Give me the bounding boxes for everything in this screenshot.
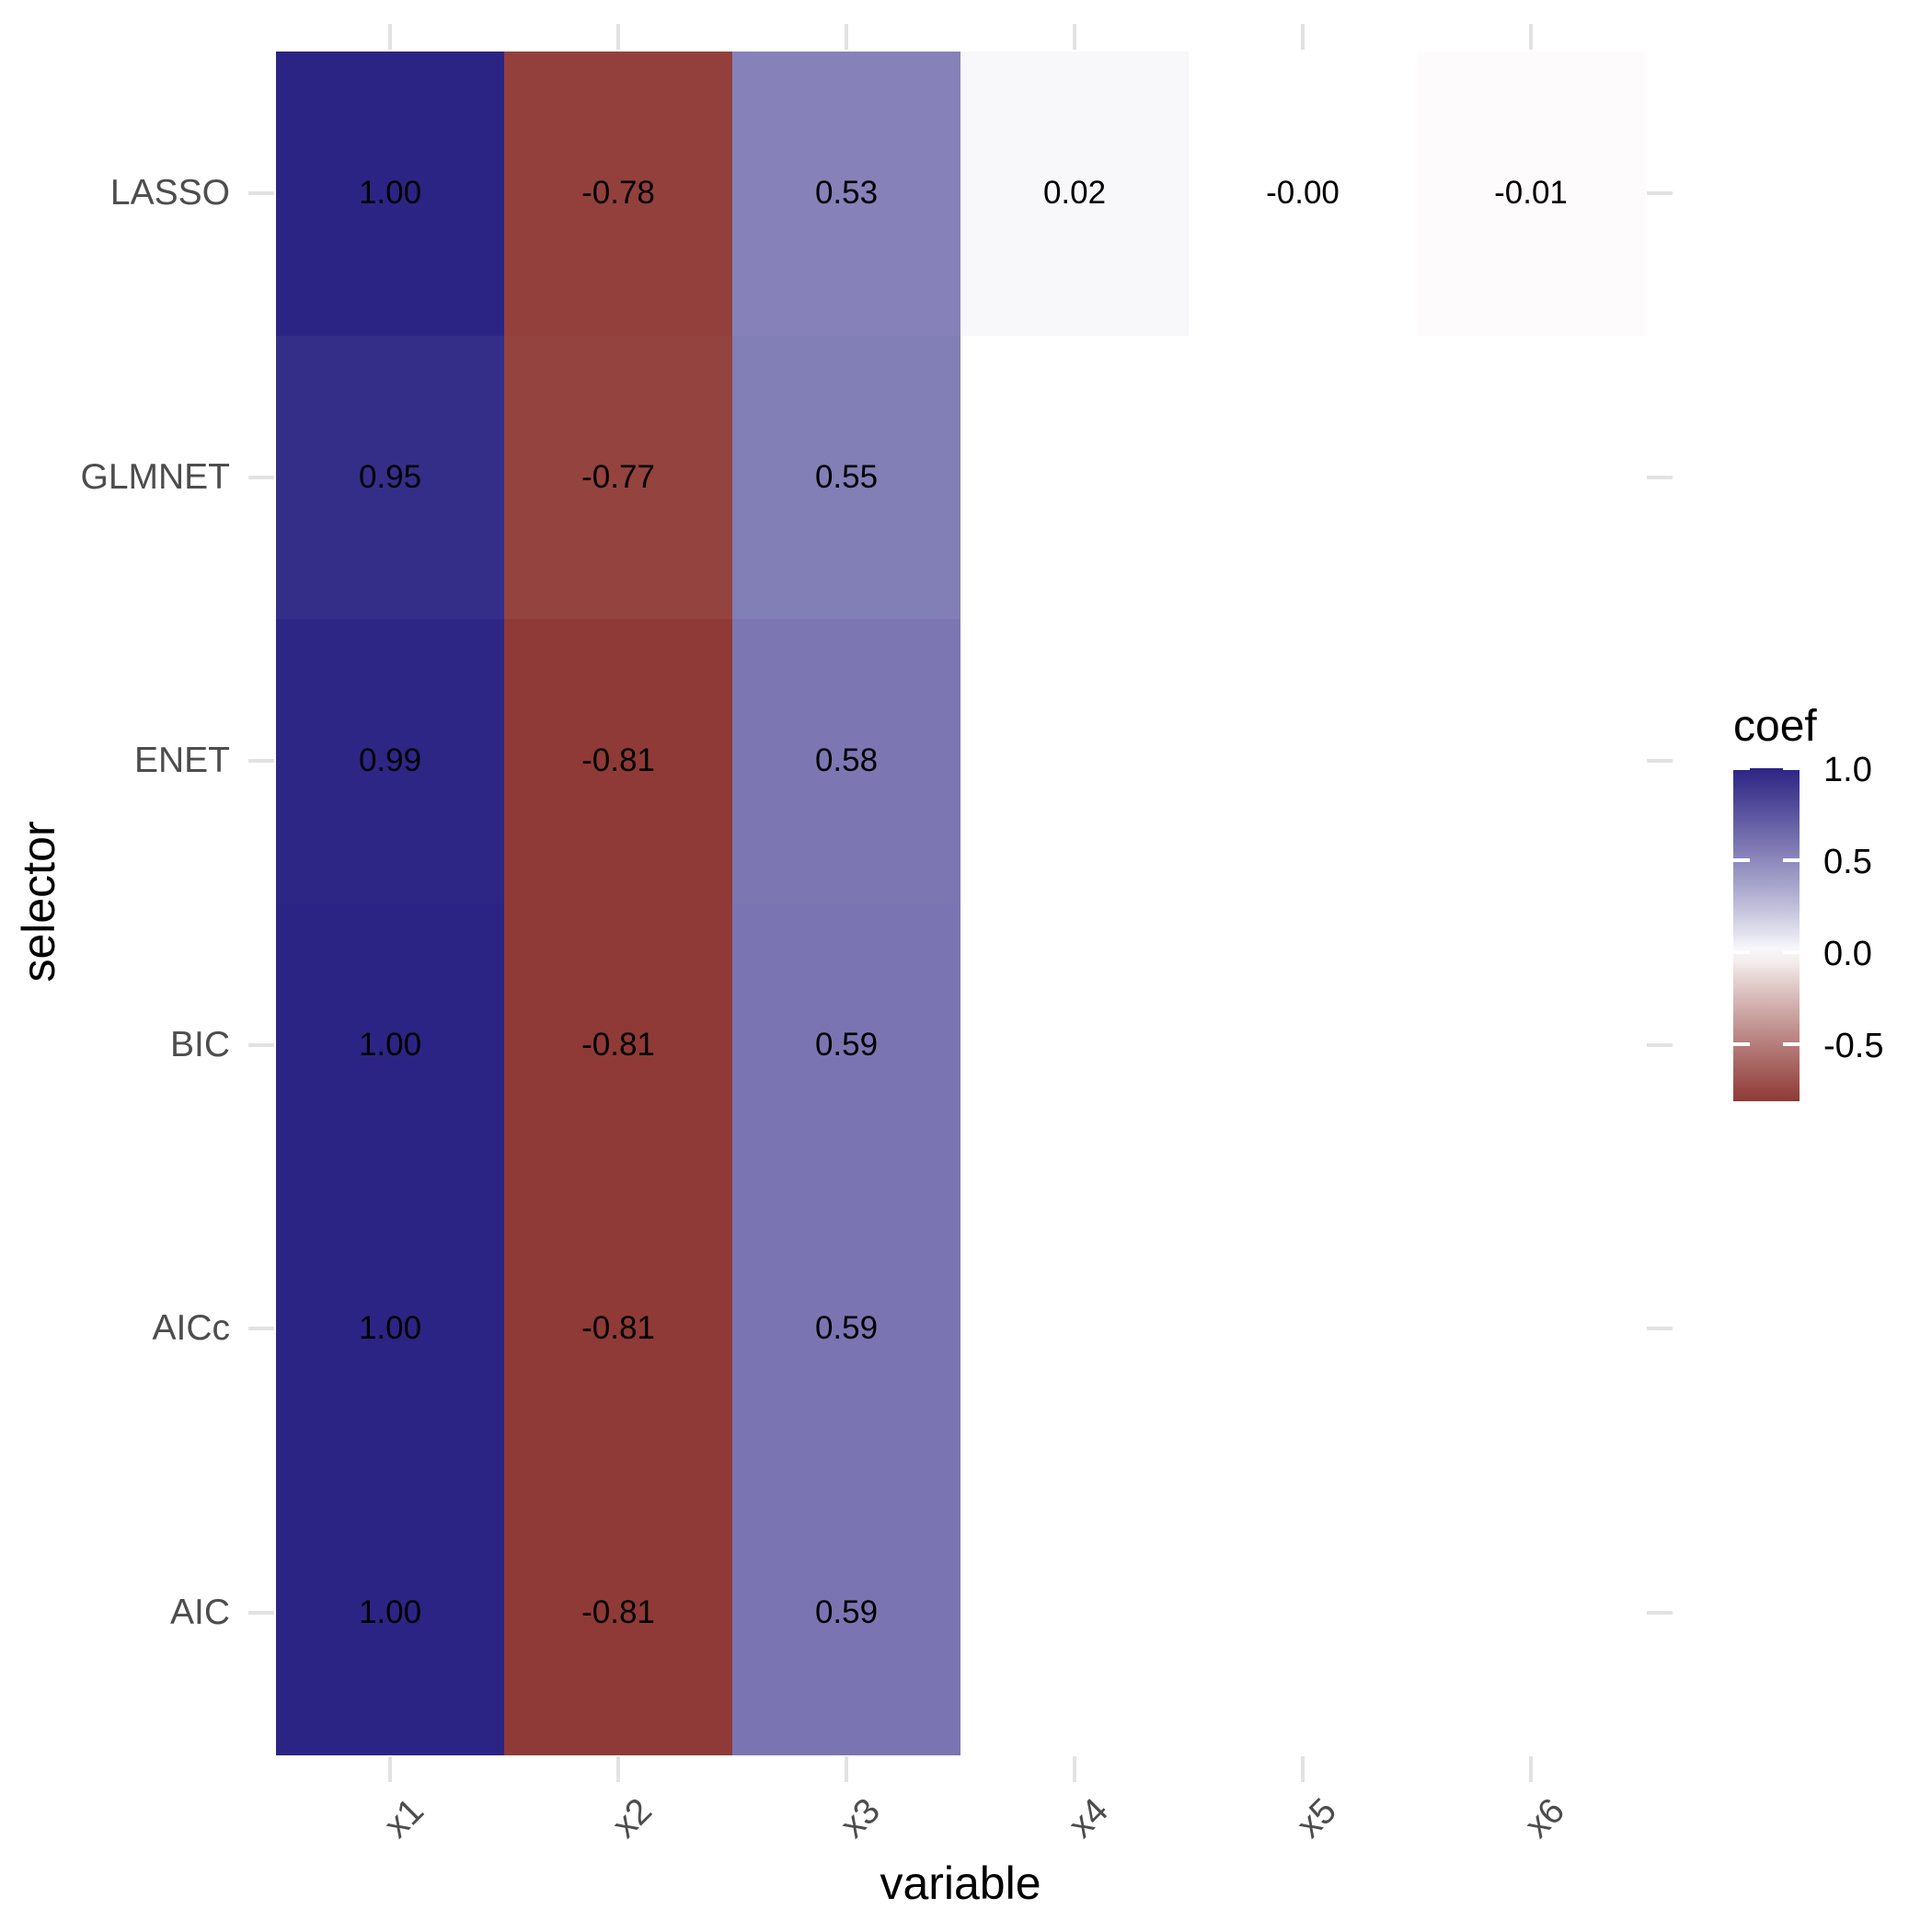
axis-tick-bottom xyxy=(388,1756,392,1782)
cell-value-label: 0.53 xyxy=(814,175,879,212)
cell-value-label: 0.59 xyxy=(814,1310,879,1347)
legend-tick-mark xyxy=(1733,950,1750,954)
cell-value-label: 0.59 xyxy=(814,1593,879,1630)
heatmap-tile xyxy=(732,52,960,336)
heatmap-tile xyxy=(504,1187,732,1471)
cell-value-label: 0.95 xyxy=(358,458,422,495)
heatmap-tile xyxy=(504,335,732,620)
heatmap-tile xyxy=(960,52,1189,336)
heatmap-tile xyxy=(1189,52,1417,336)
heatmap-tile xyxy=(504,619,732,903)
axis-tick-right xyxy=(1647,1610,1673,1615)
heatmap-tile xyxy=(732,1187,960,1471)
axis-tick-right xyxy=(1647,1042,1673,1047)
axis-tick-top xyxy=(845,24,848,50)
axis-tick-top xyxy=(1073,24,1076,50)
axis-tick-bottom xyxy=(845,1756,848,1782)
axis-tick-bottom xyxy=(1301,1756,1305,1782)
heatmap-tile xyxy=(732,335,960,620)
axis-tick-left xyxy=(248,759,274,764)
legend-tick-mark xyxy=(1783,1042,1800,1046)
heatmap-tile xyxy=(504,903,732,1188)
axis-tick-bottom xyxy=(616,1756,620,1782)
y-axis-tick-label: AIC xyxy=(169,1592,230,1632)
y-axis-tick-label: LASSO xyxy=(109,173,230,213)
cell-value-label: 0.02 xyxy=(1042,175,1107,212)
heatmap-tile xyxy=(504,1470,732,1755)
cell-value-label: 1.00 xyxy=(358,1310,422,1347)
axis-tick-top xyxy=(388,24,392,50)
legend-tick-mark xyxy=(1783,858,1800,862)
axis-tick-top xyxy=(616,24,620,50)
cell-value-label: 1.00 xyxy=(358,175,422,212)
legend-tick-label: -0.5 xyxy=(1823,1027,1884,1065)
axis-tick-left xyxy=(248,1042,274,1047)
axis-tick-right xyxy=(1647,475,1673,479)
cell-value-label: -0.81 xyxy=(581,742,655,779)
heatmap-tile xyxy=(276,1187,504,1471)
heatmap-tile xyxy=(732,903,960,1188)
axis-tick-right xyxy=(1647,1327,1673,1331)
cell-value-label: -0.78 xyxy=(581,175,655,212)
heatmap-tile xyxy=(276,335,504,620)
cell-value-label: -0.81 xyxy=(581,1593,655,1630)
legend-tick-mark xyxy=(1733,1042,1750,1046)
y-axis-tick-label: BIC xyxy=(169,1024,230,1064)
legend-tick-label: 0.5 xyxy=(1823,843,1872,881)
cell-value-label: -0.01 xyxy=(1494,175,1568,212)
heatmap-tile xyxy=(276,619,504,903)
cell-value-label: 0.58 xyxy=(814,742,879,779)
axis-tick-bottom xyxy=(1529,1756,1533,1782)
axis-tick-left xyxy=(248,1610,274,1615)
y-axis-tick-label: ENET xyxy=(133,741,230,781)
cell-value-label: 0.59 xyxy=(814,1026,879,1063)
cell-value-label: 1.00 xyxy=(358,1026,422,1063)
heatmap-tile xyxy=(276,903,504,1188)
cell-value-label: -0.81 xyxy=(581,1310,655,1347)
cell-value-label: 0.55 xyxy=(814,458,879,495)
legend-tick-mark xyxy=(1783,766,1800,770)
axis-tick-left xyxy=(248,475,274,479)
cell-value-label: 1.00 xyxy=(358,1593,422,1630)
heatmap-tile xyxy=(504,52,732,336)
legend-title: coef xyxy=(1733,702,1817,751)
heatmap-tile xyxy=(276,1470,504,1755)
axis-tick-right xyxy=(1647,191,1673,196)
heatmap-tile xyxy=(732,619,960,903)
heatmap-tile xyxy=(732,1470,960,1755)
axis-tick-top xyxy=(1301,24,1305,50)
cell-value-label: 0.99 xyxy=(358,742,422,779)
axis-tick-left xyxy=(248,191,274,196)
cell-value-label: -0.77 xyxy=(581,458,655,495)
axis-tick-top xyxy=(1529,24,1533,50)
axis-tick-left xyxy=(248,1327,274,1331)
legend-tick-mark xyxy=(1733,766,1750,770)
heatmap-tile xyxy=(276,52,504,336)
y-axis-tick-label: GLMNET xyxy=(80,456,230,497)
axis-tick-bottom xyxy=(1073,1756,1076,1782)
x-axis-title: variable xyxy=(880,1857,1041,1909)
axis-tick-right xyxy=(1647,759,1673,764)
y-axis-tick-label: AICc xyxy=(152,1308,230,1349)
legend-tick-mark xyxy=(1783,950,1800,954)
legend-tick-label: 0.0 xyxy=(1823,935,1872,973)
legend-tick-label: 1.0 xyxy=(1823,751,1872,789)
cell-value-label: -0.00 xyxy=(1266,175,1340,212)
legend-tick-mark xyxy=(1733,858,1750,862)
cell-value-label: -0.81 xyxy=(581,1026,655,1063)
heatmap-tile xyxy=(1417,52,1645,336)
